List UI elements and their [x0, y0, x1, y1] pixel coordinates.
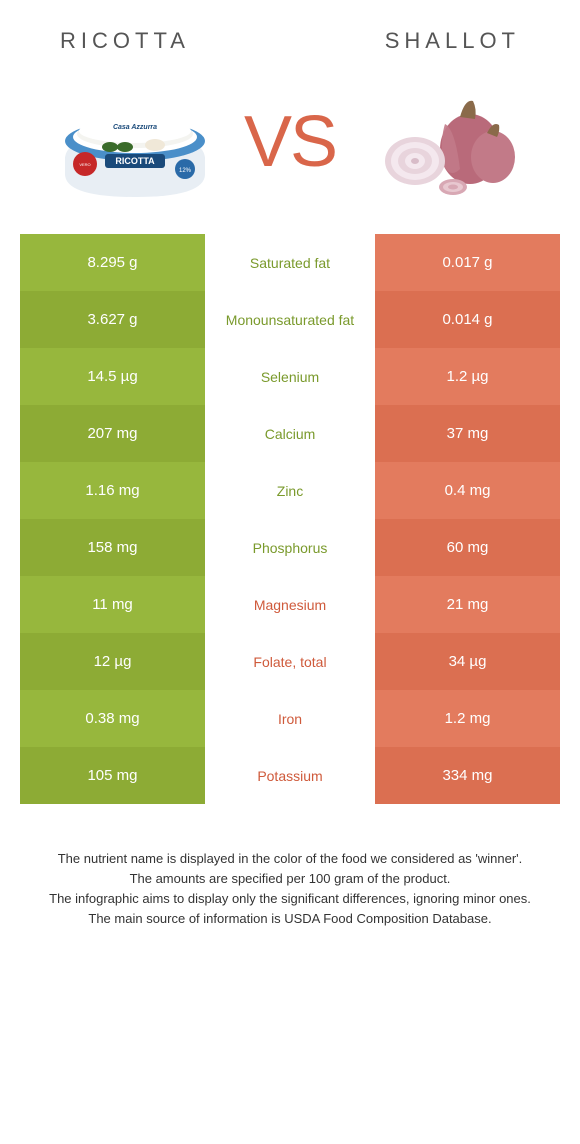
- table-row: 3.627 gMonounsaturated fat0.014 g: [20, 291, 560, 348]
- left-value: 12 µg: [20, 633, 205, 690]
- left-food-title: Ricotta: [60, 28, 190, 54]
- table-row: 14.5 µgSelenium1.2 µg: [20, 348, 560, 405]
- svg-text:RICOTTA: RICOTTA: [115, 156, 155, 166]
- right-value: 334 mg: [375, 747, 560, 804]
- left-value: 207 mg: [20, 405, 205, 462]
- table-row: 1.16 mgZinc0.4 mg: [20, 462, 560, 519]
- table-row: 8.295 gSaturated fat0.017 g: [20, 234, 560, 291]
- nutrient-label: Folate, total: [205, 633, 375, 690]
- right-value: 0.4 mg: [375, 462, 560, 519]
- vs-label: VS: [244, 101, 336, 183]
- nutrient-label: Monounsaturated fat: [205, 291, 375, 348]
- right-value: 0.014 g: [375, 291, 560, 348]
- footnote-line: The main source of information is USDA F…: [25, 909, 555, 929]
- ricotta-image: RICOTTA VERO 12% Casa Azzurra: [55, 79, 215, 204]
- nutrient-label: Phosphorus: [205, 519, 375, 576]
- right-value: 60 mg: [375, 519, 560, 576]
- left-value: 11 mg: [20, 576, 205, 633]
- nutrient-label: Zinc: [205, 462, 375, 519]
- table-row: 207 mgCalcium37 mg: [20, 405, 560, 462]
- images-row: RICOTTA VERO 12% Casa Azzurra VS: [0, 64, 580, 234]
- table-row: 105 mgPotassium334 mg: [20, 747, 560, 804]
- svg-text:VERO: VERO: [79, 162, 90, 167]
- footnote-line: The amounts are specified per 100 gram o…: [25, 869, 555, 889]
- nutrient-label: Selenium: [205, 348, 375, 405]
- table-row: 158 mgPhosphorus60 mg: [20, 519, 560, 576]
- right-food-title: Shallot: [385, 28, 520, 54]
- left-value: 8.295 g: [20, 234, 205, 291]
- shallot-image: [365, 79, 525, 204]
- right-value: 34 µg: [375, 633, 560, 690]
- table-row: 12 µgFolate, total34 µg: [20, 633, 560, 690]
- right-value: 0.017 g: [375, 234, 560, 291]
- left-value: 158 mg: [20, 519, 205, 576]
- left-value: 3.627 g: [20, 291, 205, 348]
- nutrient-label: Potassium: [205, 747, 375, 804]
- header-row: Ricotta Shallot: [0, 0, 580, 64]
- left-value: 105 mg: [20, 747, 205, 804]
- left-value: 14.5 µg: [20, 348, 205, 405]
- svg-text:12%: 12%: [179, 168, 192, 174]
- nutrient-label: Calcium: [205, 405, 375, 462]
- nutrient-label: Iron: [205, 690, 375, 747]
- nutrient-label: Magnesium: [205, 576, 375, 633]
- right-value: 37 mg: [375, 405, 560, 462]
- table-row: 0.38 mgIron1.2 mg: [20, 690, 560, 747]
- comparison-table: 8.295 gSaturated fat0.017 g3.627 gMonoun…: [20, 234, 560, 804]
- infographic-container: Ricotta Shallot RICOTTA VERO 12% Casa Az…: [0, 0, 580, 960]
- nutrient-label: Saturated fat: [205, 234, 375, 291]
- left-value: 1.16 mg: [20, 462, 205, 519]
- footnote-line: The nutrient name is displayed in the co…: [25, 849, 555, 869]
- footnotes: The nutrient name is displayed in the co…: [0, 804, 580, 960]
- left-value: 0.38 mg: [20, 690, 205, 747]
- right-value: 1.2 µg: [375, 348, 560, 405]
- table-row: 11 mgMagnesium21 mg: [20, 576, 560, 633]
- right-value: 21 mg: [375, 576, 560, 633]
- footnote-line: The infographic aims to display only the…: [25, 889, 555, 909]
- svg-text:Casa Azzurra: Casa Azzurra: [113, 124, 157, 131]
- right-value: 1.2 mg: [375, 690, 560, 747]
